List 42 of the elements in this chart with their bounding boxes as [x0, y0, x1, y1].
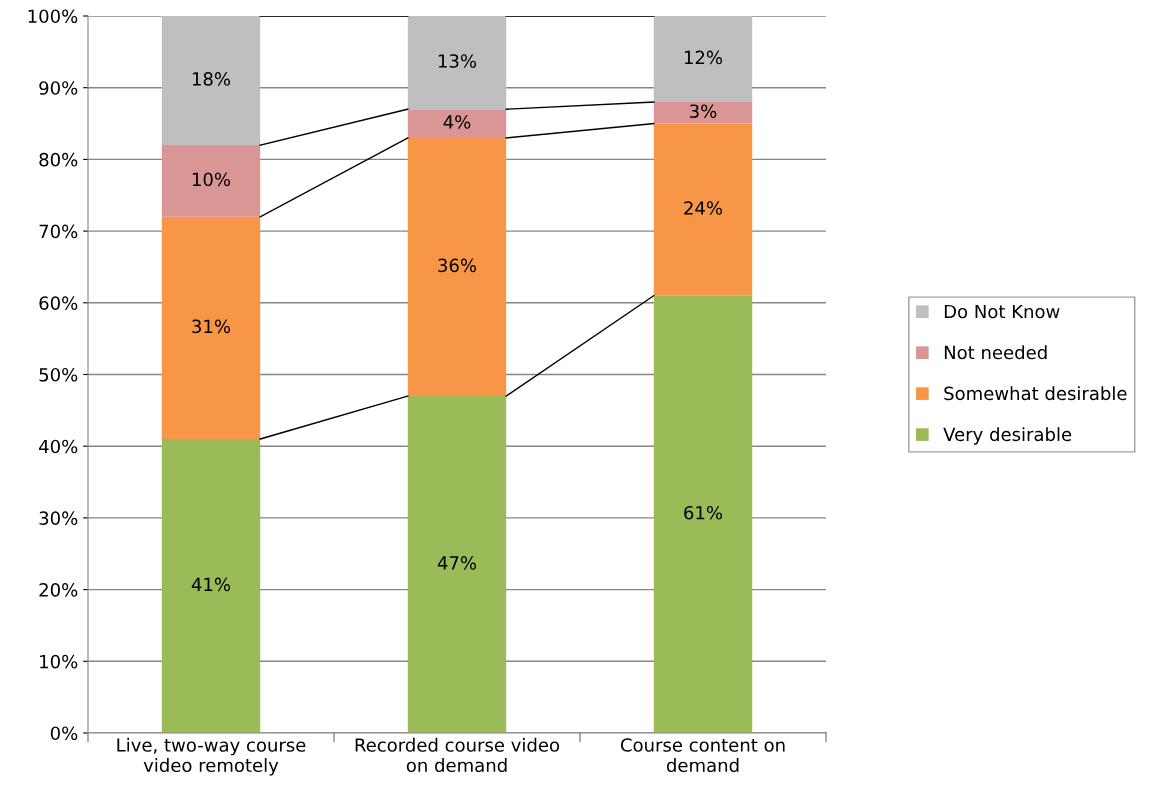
x-tick-label: Recorded course video on demand [355, 737, 560, 773]
bar [161, 216, 261, 440]
bar [161, 439, 261, 733]
y-tick-label: 90% [39, 81, 78, 95]
data-label: 4% [443, 115, 471, 129]
bar [407, 396, 507, 733]
bar [653, 295, 753, 733]
bar [407, 16, 507, 110]
data-label: 3% [690, 104, 717, 119]
data-label: 36% [438, 258, 477, 273]
bar [161, 145, 261, 217]
bar [653, 123, 753, 296]
legend-label: Not needed [944, 345, 1047, 360]
y-tick-label: 60% [39, 296, 78, 310]
y-tick-label: 0% [50, 726, 78, 741]
x-tick-label: Live, two-way course video remotely [117, 737, 306, 776]
x-tick-label: Course content on demand [620, 738, 785, 773]
data-label: 12% [684, 50, 723, 65]
y-tick-label: 50% [39, 367, 78, 382]
y-tick-label: 80% [39, 152, 78, 167]
y-tick-label: 40% [39, 439, 78, 454]
data-label: 61% [684, 505, 723, 520]
bar [653, 16, 753, 103]
y-tick-label: 10% [40, 654, 78, 669]
legend-label: Very desirable [943, 427, 1072, 445]
y-tick-label: 30% [39, 511, 78, 526]
bar [161, 16, 261, 146]
data-label: 47% [437, 556, 477, 570]
y-tick-label: 70% [39, 224, 78, 239]
bar [407, 137, 507, 397]
y-tick-label: 100% [28, 9, 78, 24]
data-label: 41% [191, 577, 231, 592]
data-label: 10% [192, 172, 231, 187]
legend-label: Do Not Know [944, 304, 1060, 319]
legend-label: Somewhat desirable [944, 386, 1127, 401]
data-label: 13% [438, 54, 477, 68]
data-label: 24% [684, 201, 723, 215]
data-label: 31% [192, 319, 231, 334]
bar [407, 109, 507, 138]
data-label: 18% [192, 72, 231, 86]
bar [653, 102, 753, 124]
y-tick-label: 20% [39, 583, 78, 597]
